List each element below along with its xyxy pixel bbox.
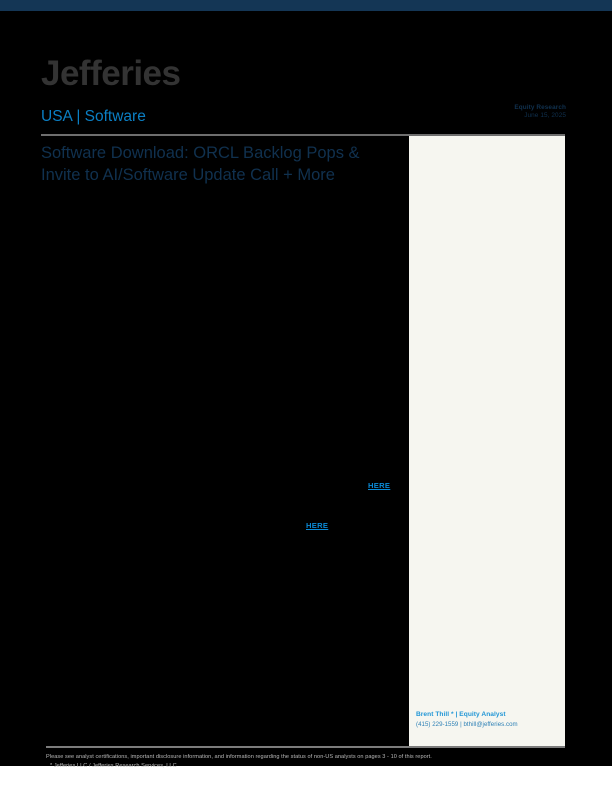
body-link-here-2[interactable]: HERE (306, 521, 329, 530)
side-panel: Brent Thill * | Equity Analyst (415) 229… (409, 136, 565, 746)
analyst-contact[interactable]: (415) 229-1559 | bthill@jefferies.com (416, 720, 518, 728)
footer-divider (46, 746, 565, 748)
analyst-name: Brent Thill * | Equity Analyst (416, 710, 506, 718)
analyst-contact-block: Brent Thill * | Equity Analyst (415) 229… (416, 710, 559, 729)
jefferies-logo: Jefferies (41, 54, 181, 93)
footer-legal-entity: * Jefferies LLC / Jefferies Research Ser… (50, 762, 177, 769)
publication-date: June 15, 2025 (524, 112, 566, 119)
research-kind-label: Equity Research (514, 104, 566, 111)
research-meta: Equity Research June 15, 2025 (514, 104, 566, 120)
body-link-here-1[interactable]: HERE (368, 481, 391, 490)
document-body: Jefferies USA | Software Equity Research… (0, 11, 612, 769)
page-footer: Please see analyst certifications, impor… (46, 753, 566, 770)
top-accent-bar (0, 0, 612, 11)
region-sector-label: USA | Software (41, 108, 146, 125)
report-headline: Software Download: ORCL Backlog Pops & I… (41, 144, 360, 184)
masthead-divider (41, 134, 565, 136)
footer-disclaimer: Please see analyst certifications, impor… (46, 754, 432, 760)
